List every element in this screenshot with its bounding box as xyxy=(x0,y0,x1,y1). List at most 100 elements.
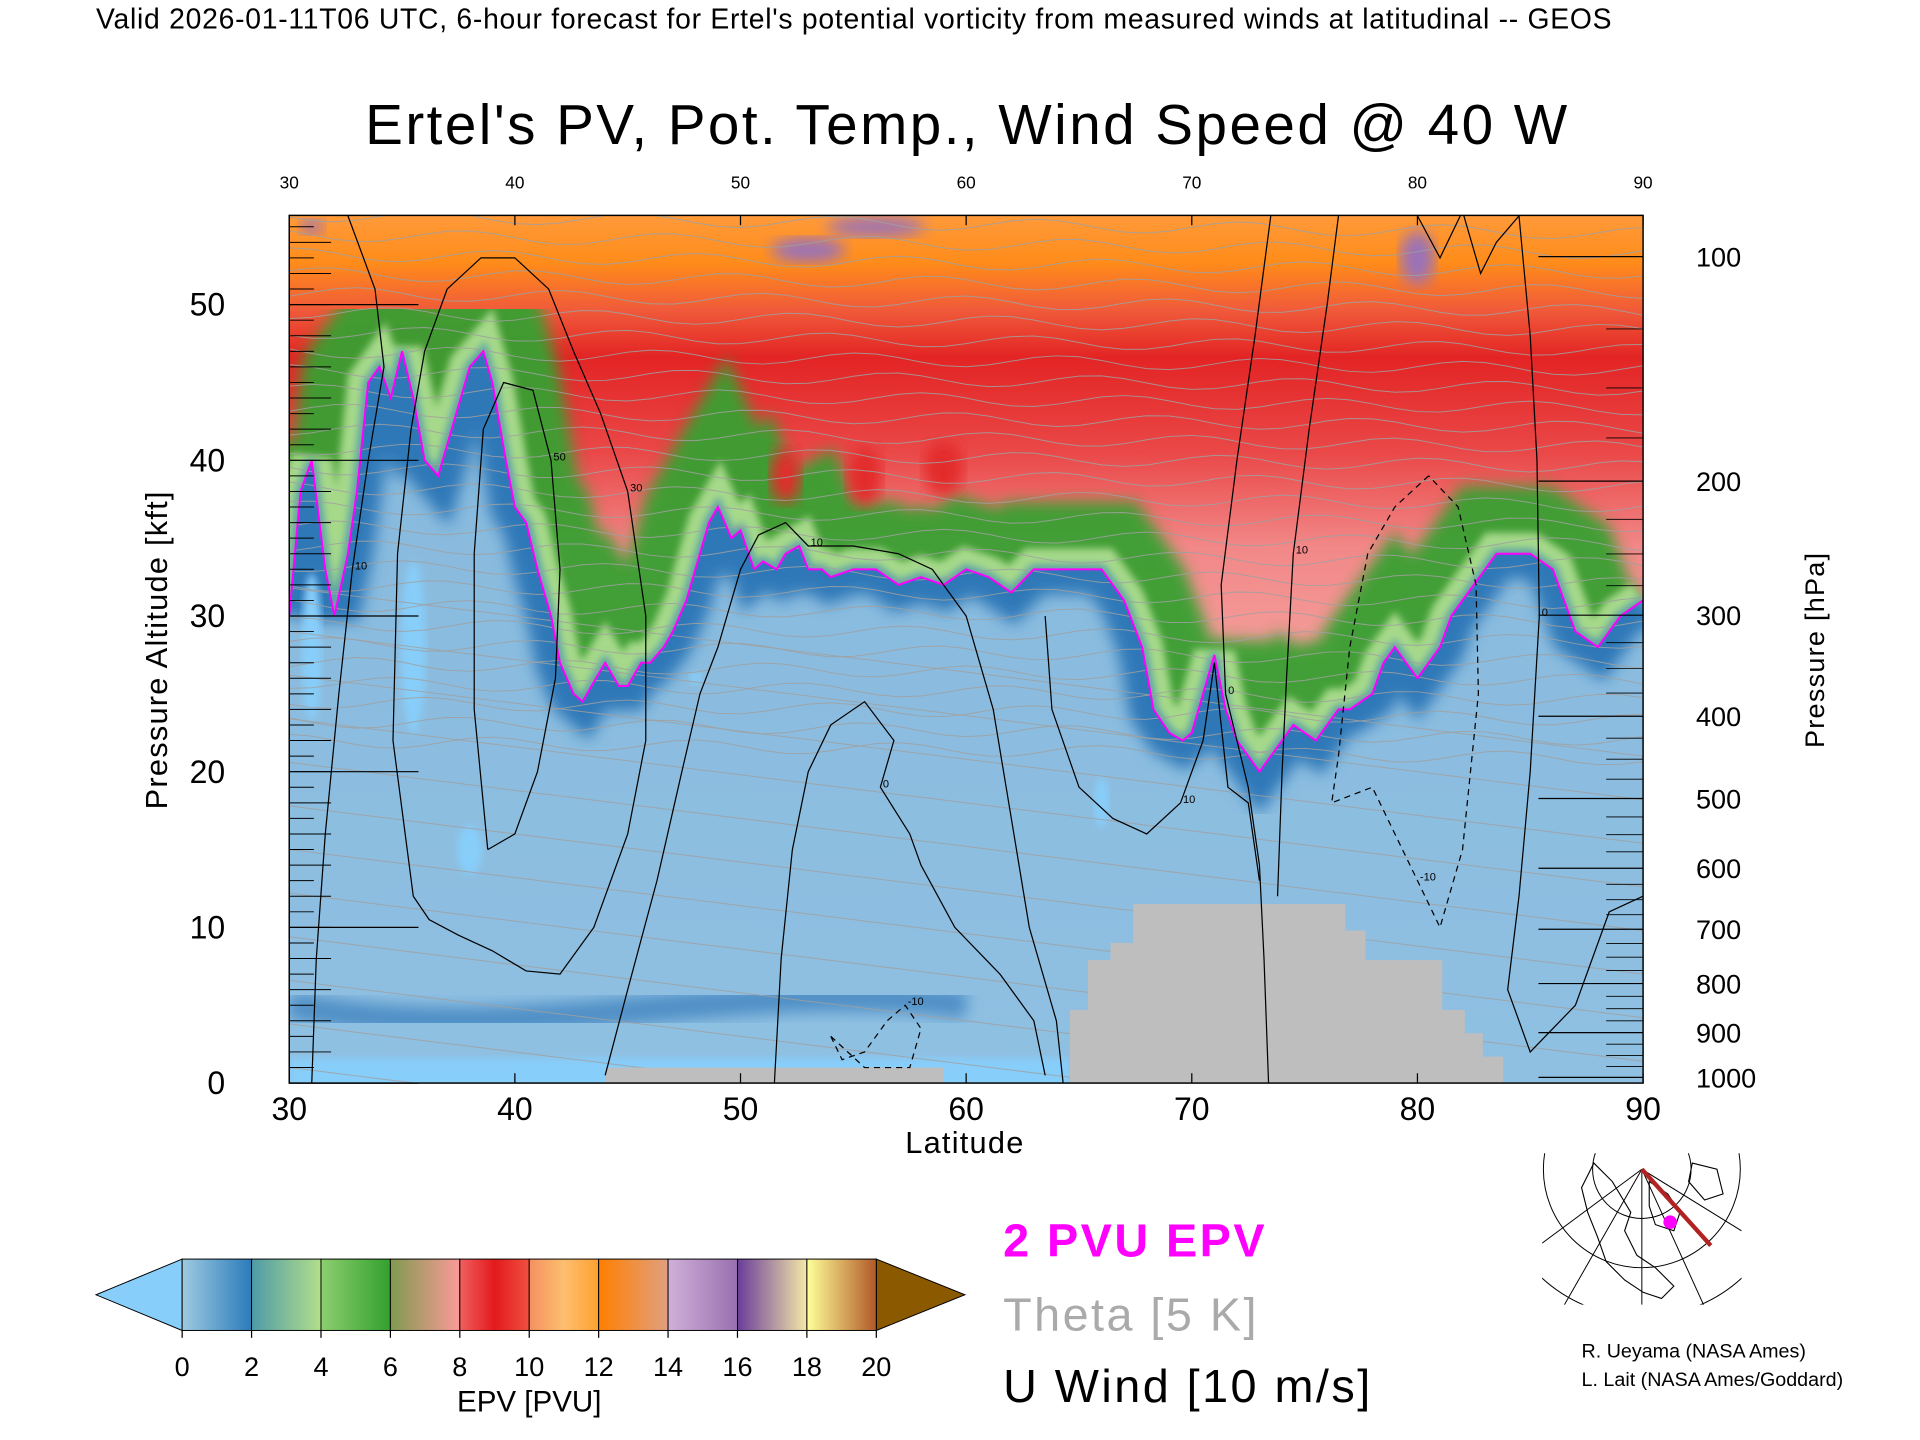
y2-tick-label: 1000 xyxy=(1696,1062,1756,1093)
theta-contour xyxy=(289,267,1644,299)
wind-contour-label: 0 xyxy=(1542,607,1548,619)
pv-purple-patch xyxy=(826,216,926,237)
y-tick-label: 40 xyxy=(190,442,226,478)
wind-contour-label: 10 xyxy=(811,537,823,549)
x-tick-label: 30 xyxy=(271,1091,307,1127)
theta-contour xyxy=(289,599,1644,629)
wind-contour xyxy=(473,381,561,851)
colorbar-tick-label: 2 xyxy=(244,1351,259,1382)
pv-red-patch xyxy=(847,446,882,506)
colorbar-tick-label: 10 xyxy=(514,1351,544,1382)
theta-contour xyxy=(289,481,1644,513)
valid-time-header: Valid 2026-01-11T06 UTC, 6-hour forecast… xyxy=(95,2,1613,35)
theta-contour xyxy=(289,247,1644,279)
y2-tick-label: 900 xyxy=(1696,1017,1741,1048)
colorbar-tick-label: 16 xyxy=(722,1351,752,1382)
theta-contour xyxy=(289,560,1644,589)
chart-title: Ertel's PV, Pot. Temp., Wind Speed @ 40 … xyxy=(365,92,1570,157)
theta-contour xyxy=(289,718,1644,888)
theta-contour xyxy=(289,1023,770,1084)
colorbar-segment xyxy=(598,1258,669,1331)
colorbar-segment xyxy=(736,1258,808,1331)
wind-contour xyxy=(392,257,647,975)
colorbar-tick-label: 18 xyxy=(792,1351,822,1382)
pv-lowpv-patch xyxy=(457,824,483,875)
colorbar-segment xyxy=(459,1258,530,1331)
colorbar-segment xyxy=(806,1258,877,1331)
colorbar-tick-label: 8 xyxy=(452,1351,467,1382)
theta-contour xyxy=(289,587,1644,757)
top-x-tick-label: 40 xyxy=(505,172,524,192)
wind-contour xyxy=(1330,475,1480,930)
x-axis-label: Latitude xyxy=(905,1126,1025,1161)
wind-contour-label: 10 xyxy=(355,560,367,572)
wind-contour xyxy=(311,215,385,1084)
theta-contour xyxy=(289,327,1644,356)
colorbar-segment xyxy=(389,1258,461,1331)
colorbar-tick-label: 20 xyxy=(861,1351,891,1382)
credit-line-1: R. Ueyama (NASA Ames) xyxy=(1581,1341,1806,1363)
colorbar-over-triangle xyxy=(875,1258,967,1332)
wind-contour xyxy=(1416,215,1644,1054)
wind-contour-label: -10 xyxy=(908,996,924,1008)
theta-contour xyxy=(289,696,1644,726)
colorbar-tick-label: 4 xyxy=(313,1351,328,1382)
y2-tick-label: 500 xyxy=(1696,783,1741,814)
x-tick-label: 90 xyxy=(1625,1091,1661,1127)
theta-contour xyxy=(289,631,1644,801)
colorbar-label: EPV [PVU] xyxy=(456,1385,602,1420)
theta-contour xyxy=(289,674,1644,844)
colorbar-segment xyxy=(181,1258,253,1331)
legend-wind: U Wind [10 m/s] xyxy=(1003,1361,1373,1413)
y2-tick-label: 700 xyxy=(1696,914,1741,945)
colorbar-tick-label: 6 xyxy=(383,1351,398,1382)
x-tick-label: 80 xyxy=(1400,1091,1436,1127)
wind-contour-label: 10 xyxy=(1296,545,1308,557)
top-x-tick-label: 60 xyxy=(957,172,976,192)
theta-contour xyxy=(289,677,1644,706)
x-tick-label: 50 xyxy=(723,1091,759,1127)
top-x-tick-label: 50 xyxy=(731,172,750,192)
wind-contour-label: 0 xyxy=(1228,685,1234,697)
theta-contour xyxy=(289,230,1644,259)
theta-contour xyxy=(289,580,1644,609)
wind-contour xyxy=(830,1004,922,1069)
credit-line-2: L. Lait (NASA Ames/Goddard) xyxy=(1581,1369,1844,1391)
colorbar-tick-label: 0 xyxy=(175,1351,190,1382)
colorbar-under-triangle xyxy=(94,1258,183,1332)
legend-pv-contour: 2 PVU EPV xyxy=(1003,1215,1267,1268)
theta-contour xyxy=(289,733,1644,766)
pv-lowpv-patch xyxy=(1094,778,1109,828)
meridian xyxy=(1641,1169,1705,1305)
x-tick-label: 40 xyxy=(497,1091,533,1127)
cross-section-path xyxy=(1640,1167,1713,1247)
top-x-tick-label: 90 xyxy=(1633,172,1652,192)
wind-contour-label: 10 xyxy=(1183,794,1195,806)
wind-contour-label: 30 xyxy=(630,482,642,494)
y2-tick-label: 400 xyxy=(1696,701,1741,732)
y-tick-label: 30 xyxy=(190,598,226,634)
x-tick-label: 60 xyxy=(948,1091,984,1127)
theta-contour xyxy=(289,637,1644,669)
wind-contour-label: 50 xyxy=(553,451,565,463)
colorbar-segment xyxy=(251,1258,322,1331)
theta-contour xyxy=(289,346,1644,376)
theta-contour xyxy=(289,979,1121,1084)
y2-tick-label: 100 xyxy=(1696,241,1741,272)
theta-contour xyxy=(289,520,1644,552)
location-map-inset xyxy=(1542,1153,1742,1305)
y-tick-label: 10 xyxy=(190,909,226,945)
colorbar-tick-label: 12 xyxy=(584,1351,614,1382)
pv-lower-band xyxy=(289,984,968,1035)
colorbar-tick-label: 14 xyxy=(653,1351,683,1382)
meridian xyxy=(1563,1168,1643,1305)
terrain-mask xyxy=(605,903,1504,1084)
wind-contour xyxy=(773,700,1046,1084)
theta-contour xyxy=(289,383,1644,416)
wind-contour xyxy=(1044,615,1261,881)
top-x-tick-label: 30 xyxy=(280,172,299,192)
theta-contour xyxy=(289,463,1644,493)
location-marker xyxy=(1663,1215,1677,1229)
colorbar-segment xyxy=(667,1258,738,1331)
